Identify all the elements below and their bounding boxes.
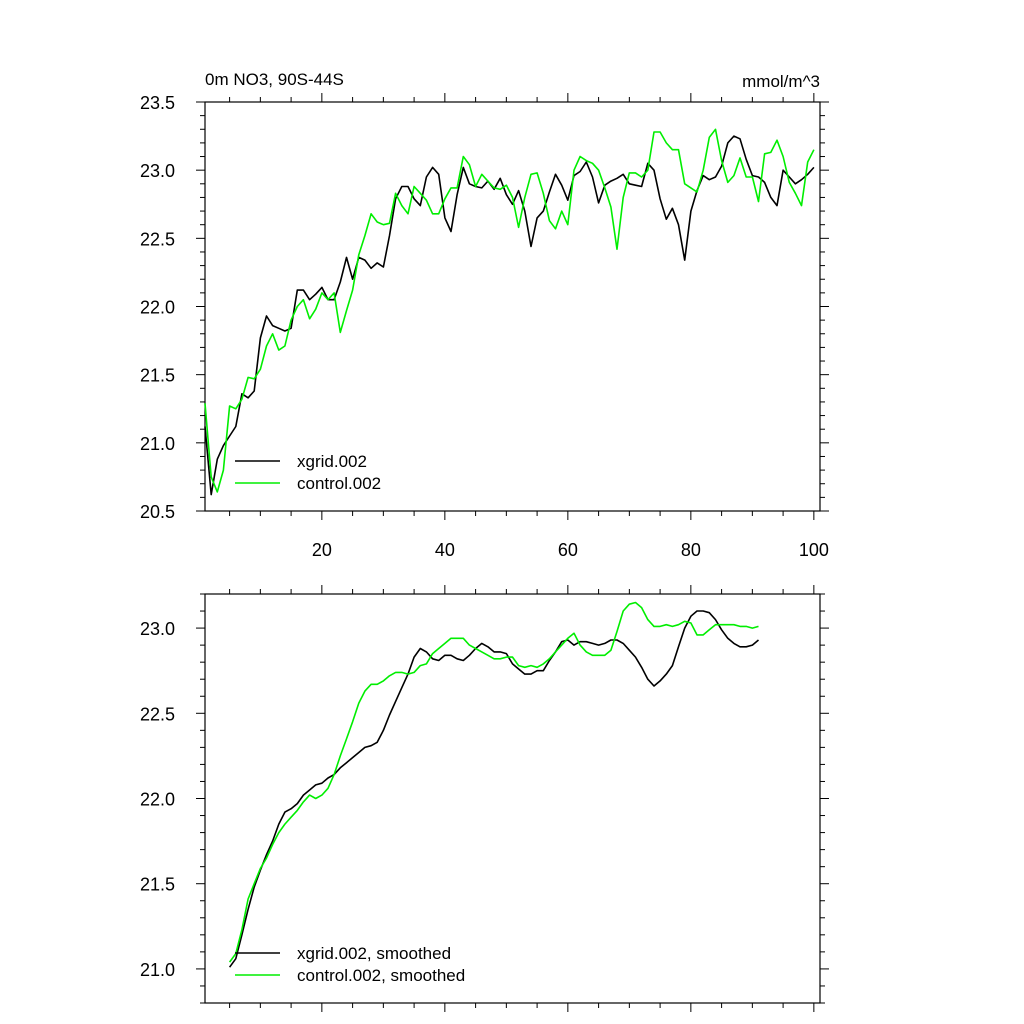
y-tick-label: 21.0: [140, 960, 175, 980]
legend-label-xgrid-smoothed: xgrid.002, smoothed: [297, 944, 451, 963]
x-tick-label: 80: [681, 540, 701, 560]
y-tick-label: 21.5: [140, 875, 175, 895]
legend-label-xgrid: xgrid.002: [297, 452, 367, 471]
axis-ticks: 21.0 21.5 22.0 22.5 23.0: [140, 585, 829, 1012]
x-tick-label: 40: [435, 540, 455, 560]
y-tick-label: 23.5: [140, 93, 175, 113]
x-tick-label: 60: [558, 540, 578, 560]
legend-label-control-smoothed: control.002, smoothed: [297, 966, 465, 985]
units-label: mmol/m^3: [742, 72, 820, 91]
series-group: [228, 601, 760, 968]
series-group: [204, 128, 815, 496]
legend: xgrid.002, smoothed control.002, smoothe…: [235, 944, 465, 985]
legend-label-control: control.002: [297, 474, 381, 493]
series-line-xgrid: [204, 135, 815, 496]
series-line-control: [204, 128, 815, 493]
axis-ticks: 20 40 60 80 100 20.5 21.0 21.5 22.0 22.5 23.0 23.5: [140, 93, 829, 560]
chart-panel-smoothed: 21.0 21.5 22.0 22.5 23.0 xgrid.002, smoothed…: [140, 585, 829, 1012]
legend: xgrid.002 control.002: [235, 452, 381, 493]
chart-panel-raw: 20 40 60 80 10020.521.021.522.022.523.023.5 …: [140, 70, 829, 560]
y-tick-label: 21.5: [140, 366, 175, 386]
y-tick-label: 22.5: [140, 229, 175, 249]
y-tick-label: 22.0: [140, 790, 175, 810]
series-line-xgrid: [228, 610, 760, 968]
y-tick-label: 22.0: [140, 298, 175, 318]
y-tick-label: 23.0: [140, 619, 175, 639]
y-tick-label: 20.5: [140, 502, 175, 522]
plot-frame: [204, 593, 821, 1004]
y-tick-label: 22.5: [140, 704, 175, 724]
y-tick-label: 21.0: [140, 434, 175, 454]
x-tick-label: 100: [799, 540, 829, 560]
x-tick-label: 20: [312, 540, 332, 560]
y-tick-label: 23.0: [140, 161, 175, 181]
chart-title: 0m NO3, 90S-44S: [205, 70, 344, 89]
series-line-control: [228, 601, 759, 963]
